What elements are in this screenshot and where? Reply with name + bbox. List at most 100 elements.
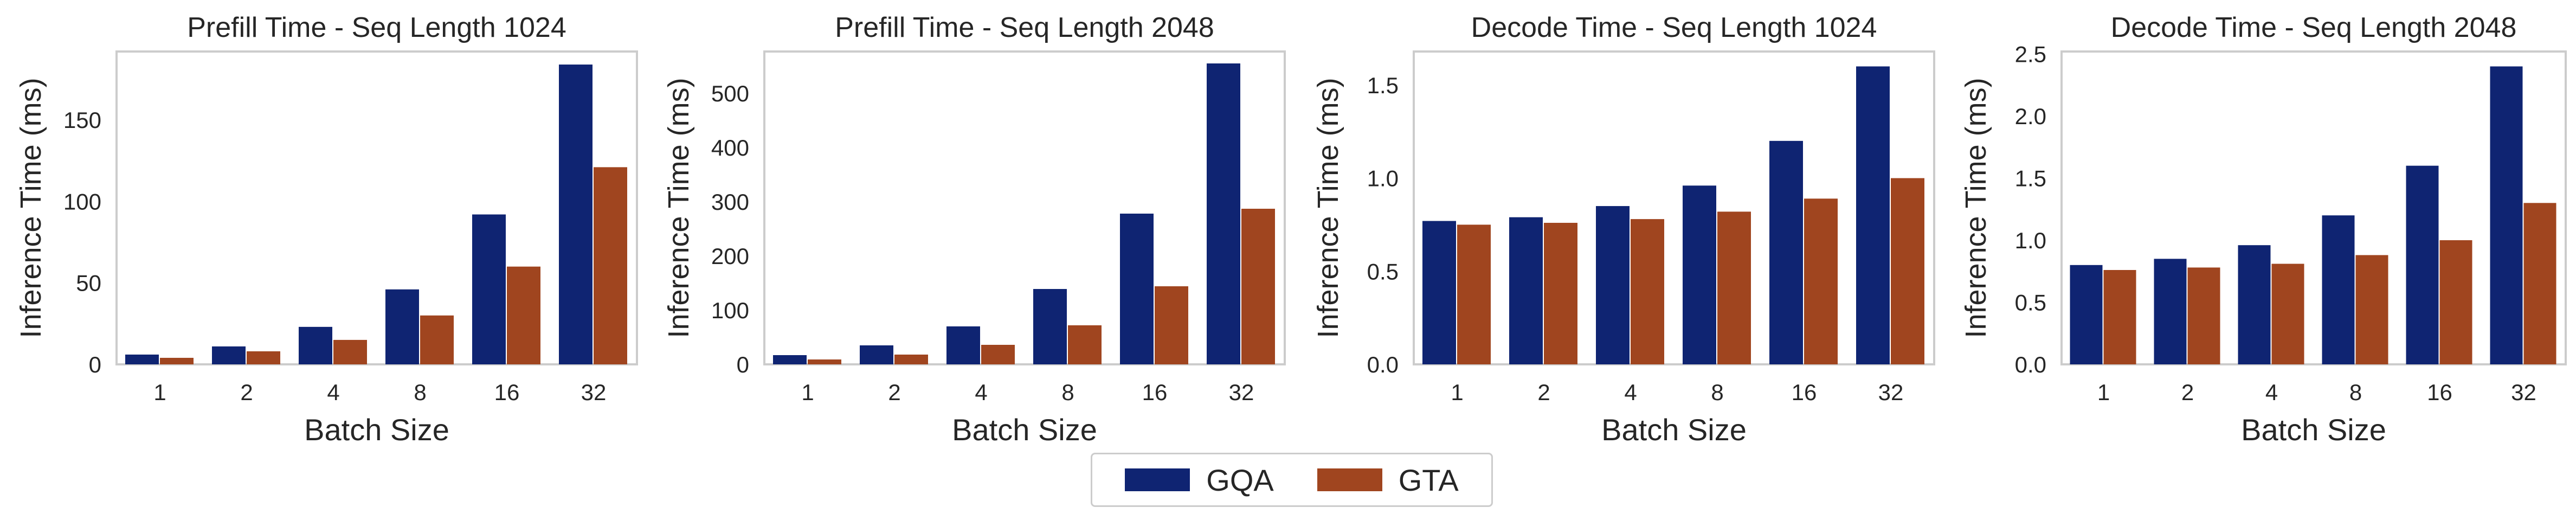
chart-title: Decode Time - Seq Length 2048 [2111, 12, 2517, 43]
bar-gqa [1207, 63, 1240, 364]
bar-gta [2439, 240, 2472, 364]
x-tick-label: 4 [327, 380, 339, 405]
axes-frame [1413, 50, 1935, 365]
bar-gta [1631, 219, 1664, 364]
x-axis-label: Batch Size [952, 413, 1097, 447]
bar-gta [420, 315, 454, 364]
bar-gta [594, 167, 627, 364]
bar-gqa [472, 214, 506, 364]
x-tick-label: 8 [1711, 380, 1723, 405]
bar-gta [247, 351, 280, 364]
x-tick-label: 2 [888, 380, 900, 405]
bar-gqa [2322, 215, 2355, 364]
bar-gqa [1120, 214, 1154, 364]
bar-gta [2103, 269, 2136, 364]
bar-gqa [559, 65, 593, 364]
chart-3: Decode Time - Seq Length 1024 Inference T… [1312, 12, 1935, 447]
bar-gta [1804, 198, 1838, 364]
y-tick-label: 300 [711, 189, 749, 215]
legend-item-gqa: GQA [1125, 462, 1274, 498]
chart-2: Prefill Time - Seq Length 2048 Inference … [662, 12, 1286, 447]
legend-label-gta: GTA [1398, 462, 1459, 497]
bar-gqa [773, 355, 807, 364]
bar-gta [1457, 224, 1491, 364]
y-tick-label: 0.0 [1367, 352, 1399, 377]
x-tick-label: 16 [494, 380, 520, 405]
legend-swatch-gqa [1125, 468, 1190, 491]
bar-gta [507, 266, 540, 364]
y-tick-label: 0.5 [2015, 290, 2046, 316]
y-tick-label: 100 [711, 298, 749, 323]
bar-gta [160, 357, 194, 364]
bar-gqa [2070, 265, 2103, 364]
x-tick-label: 8 [414, 380, 426, 405]
y-tick-label: 1.0 [1367, 166, 1399, 191]
bar-gta [981, 345, 1015, 364]
x-tick-label: 8 [2349, 380, 2362, 405]
chart-1: Prefill Time - Seq Length 1024 Inference … [15, 12, 638, 447]
x-axis-label: Batch Size [1601, 413, 1747, 447]
bar-gta [2271, 264, 2304, 364]
x-tick-label: 4 [975, 380, 987, 405]
x-tick-label: 16 [1142, 380, 1168, 405]
y-tick-label: 0.5 [1367, 259, 1399, 284]
legend-label-gqa: GQA [1206, 462, 1274, 497]
x-tick-label: 4 [2265, 380, 2278, 405]
y-tick-label: 0 [737, 352, 749, 377]
x-tick-label: 1 [153, 380, 166, 405]
legend: GQA GTA [1091, 453, 1493, 507]
legend-swatch-gta [1317, 468, 1382, 491]
y-tick-label: 1.5 [1367, 73, 1399, 98]
x-tick-label: 2 [1537, 380, 1550, 405]
y-tick-label: 0.0 [2015, 352, 2046, 377]
bar-gqa [1509, 217, 1543, 364]
y-axis-label: Inference Time (ms) [1960, 78, 1992, 338]
y-tick-label: 1.0 [2015, 228, 2046, 253]
bar-gqa [2154, 259, 2187, 364]
chart-title: Prefill Time - Seq Length 1024 [187, 12, 566, 43]
chart-title: Decode Time - Seq Length 1024 [1471, 12, 1877, 43]
y-tick-label: 500 [711, 81, 749, 106]
bar-gqa [212, 346, 246, 364]
bar-gqa [2406, 165, 2439, 364]
axes-frame [2060, 50, 2567, 365]
y-tick-label: 200 [711, 243, 749, 269]
x-tick-label: 8 [1061, 380, 1074, 405]
bar-gqa [2490, 66, 2523, 364]
y-tick-label: 2.0 [2015, 104, 2046, 129]
bar-gta [333, 339, 367, 364]
x-tick-label: 32 [1229, 380, 1254, 405]
x-tick-label: 1 [2097, 380, 2110, 405]
bar-gta [1155, 286, 1188, 364]
x-tick-label: 16 [2427, 380, 2452, 405]
bar-gta [1891, 178, 1924, 364]
x-tick-label: 16 [1792, 380, 1817, 405]
y-tick-label: 2.5 [2015, 42, 2046, 67]
bar-gqa [299, 326, 332, 364]
y-tick-label: 1.5 [2015, 166, 2046, 191]
bar-gqa [1856, 66, 1890, 364]
chart-4: Decode Time - Seq Length 2048 Inference T… [1960, 12, 2567, 447]
bar-gqa [1596, 206, 1630, 364]
bar-gqa [946, 326, 980, 364]
bar-gta [894, 355, 928, 364]
y-axis-label: Inference Time (ms) [662, 78, 695, 338]
bar-gta [1717, 211, 1751, 364]
axes-frame [115, 50, 638, 365]
bar-gta [2355, 255, 2388, 364]
y-axis-label: Inference Time (ms) [15, 78, 47, 338]
bar-gqa [2238, 245, 2271, 364]
y-tick-label: 150 [63, 107, 101, 133]
x-tick-label: 4 [1624, 380, 1637, 405]
bar-gqa [1422, 221, 1456, 364]
bar-gqa [1683, 185, 1716, 364]
x-tick-label: 2 [240, 380, 253, 405]
x-axis-label: Batch Size [2241, 413, 2386, 447]
x-axis-label: Batch Size [304, 413, 449, 447]
bar-gqa [1769, 140, 1803, 364]
bar-gqa [860, 345, 893, 364]
bar-gqa [385, 289, 419, 364]
y-tick-label: 100 [63, 189, 101, 214]
x-tick-label: 32 [581, 380, 607, 405]
